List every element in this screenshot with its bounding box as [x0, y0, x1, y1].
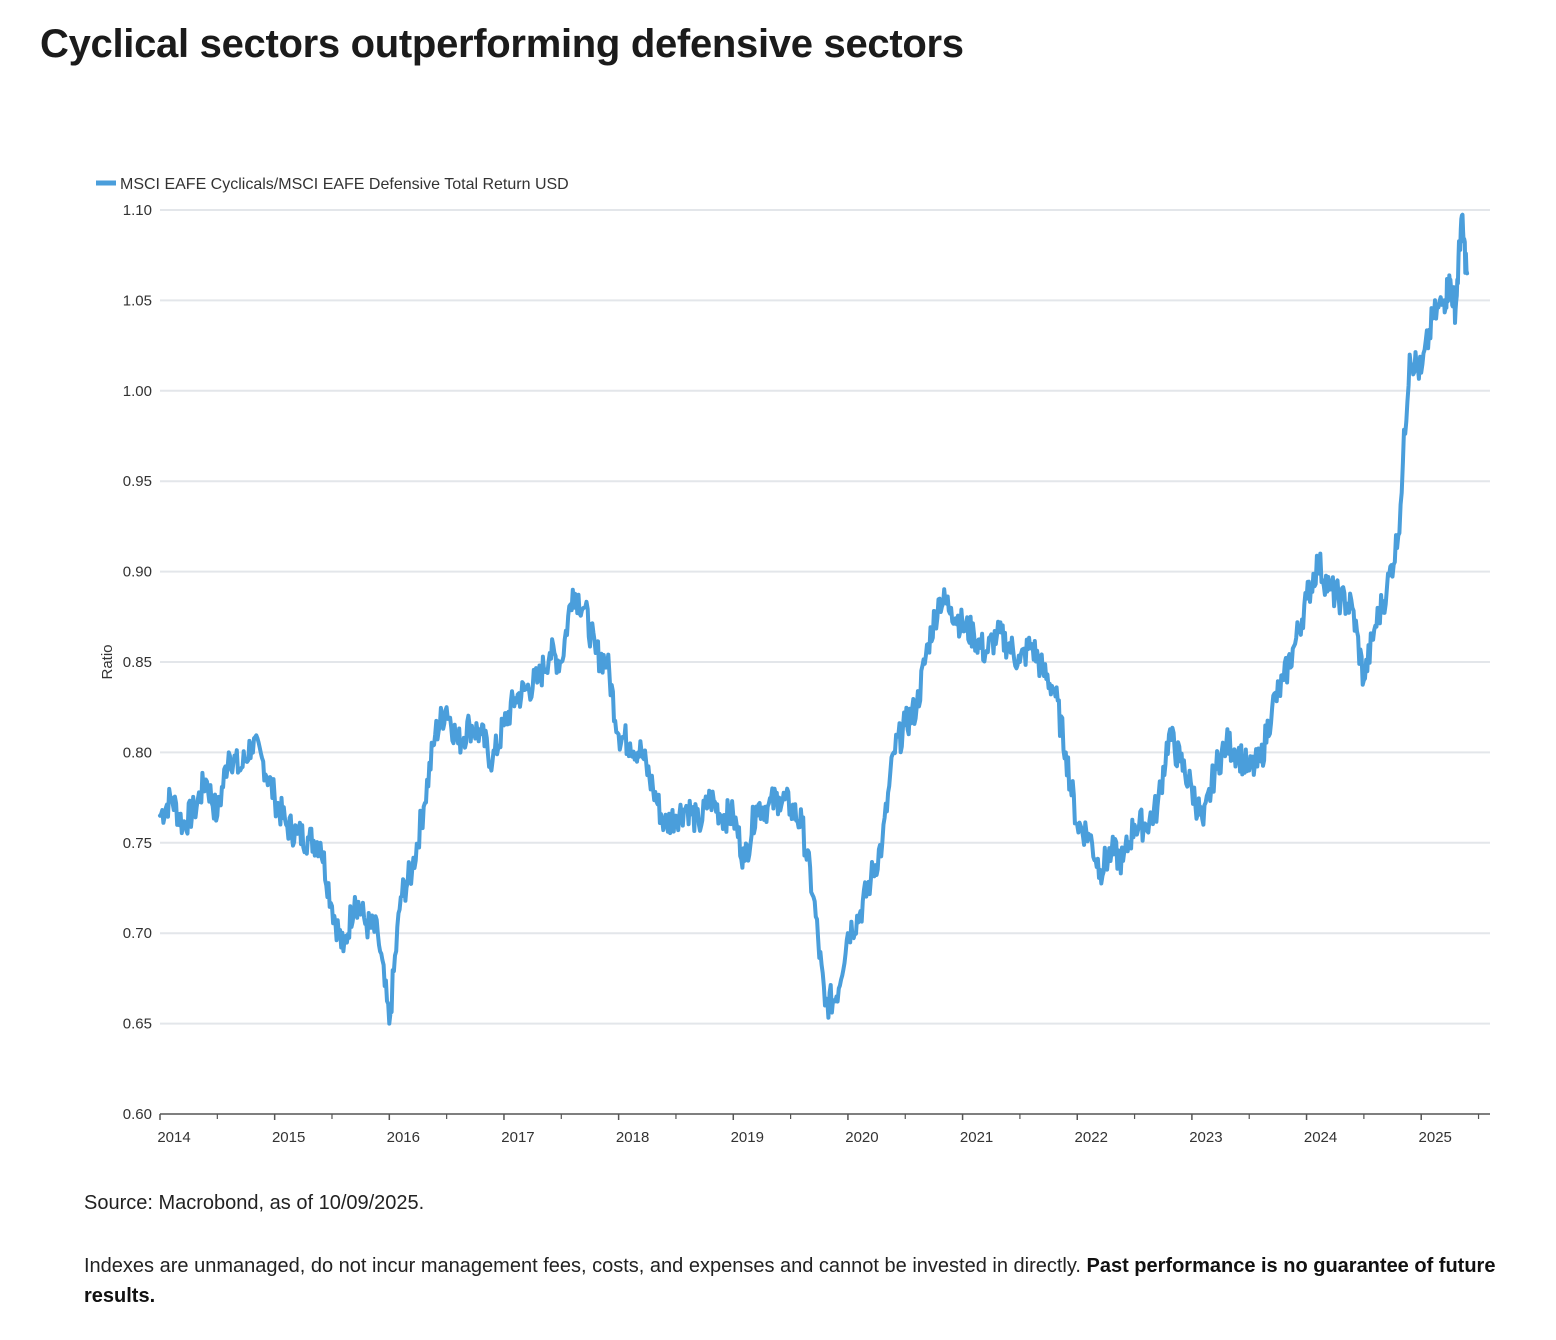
x-tick-label: 2024	[1304, 1129, 1337, 1146]
source-note: Source: Macrobond, as of 10/09/2025.	[84, 1192, 425, 1214]
x-tick-label: 2017	[501, 1129, 534, 1146]
chart-svg: 0.60 0.65 0.70 0.75 0.80 0.85 0.90 0.95 1.00 1.05…	[96, 176, 1490, 1146]
y-axis-title: Ratio	[99, 644, 116, 679]
y-tick-label: 0.65	[123, 1016, 152, 1033]
y-tick-label: 1.05	[123, 292, 152, 309]
x-tick-label: 2015	[272, 1129, 305, 1146]
y-tick-label: 0.70	[123, 925, 152, 942]
disclaimer-text: Indexes are unmanaged, do not incur mana…	[84, 1255, 1087, 1277]
grid-layer	[160, 209, 1490, 1025]
x-tick-label: 2025	[1419, 1129, 1452, 1146]
y-tick-label: 0.60	[123, 1106, 152, 1123]
series-layer	[158, 212, 1470, 1026]
axis-layer: 0.60 0.65 0.70 0.75 0.80 0.85 0.90 0.95 1.00 1.05…	[99, 202, 1490, 1146]
y-tick-label: 1.00	[123, 383, 152, 400]
y-tick-label: 0.95	[123, 473, 152, 490]
y-tick-label: 0.75	[123, 835, 152, 852]
page-title: Cyclical sectors outperforming defensive…	[40, 22, 964, 66]
x-tick-label: 2014	[157, 1129, 190, 1146]
series-line	[158, 212, 1470, 1026]
legend-label: MSCI EAFE Cyclicals/MSCI EAFE Defensive …	[120, 176, 569, 193]
y-tick-label: 0.80	[123, 744, 152, 761]
x-tick-label: 2018	[616, 1129, 649, 1146]
x-tick-label: 2023	[1189, 1129, 1222, 1146]
x-tick-label: 2022	[1075, 1129, 1108, 1146]
legend: MSCI EAFE Cyclicals/MSCI EAFE Defensive …	[96, 176, 569, 193]
y-tick-label: 1.10	[123, 202, 152, 219]
x-tick-label: 2020	[845, 1129, 878, 1146]
disclaimer: Indexes are unmanaged, do not incur mana…	[84, 1251, 1504, 1311]
x-tick-label: 2019	[731, 1129, 764, 1146]
chart-area: 0.60 0.65 0.70 0.75 0.80 0.85 0.90 0.95 1.00 1.05…	[0, 150, 1556, 1160]
x-tick-label: 2016	[387, 1129, 420, 1146]
y-tick-label: 0.90	[123, 564, 152, 581]
y-tick-label: 0.85	[123, 654, 152, 671]
x-tick-label: 2021	[960, 1129, 993, 1146]
disclaimer-bold: Past performance is no guarantee of futu…	[84, 1255, 1496, 1307]
